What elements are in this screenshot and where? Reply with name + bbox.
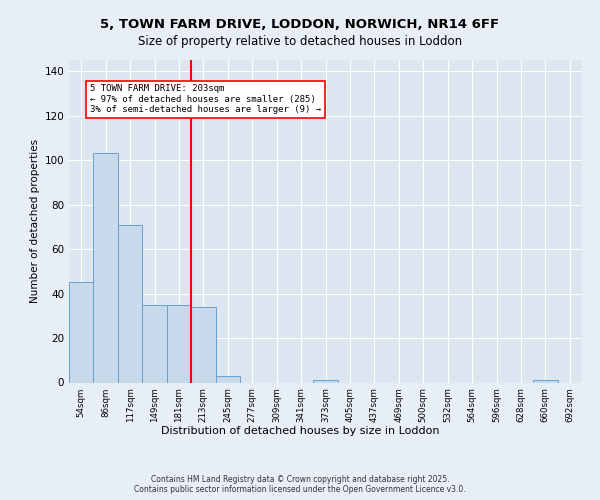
Y-axis label: Number of detached properties: Number of detached properties bbox=[30, 139, 40, 304]
Bar bbox=[118, 224, 142, 382]
Text: Distribution of detached houses by size in Loddon: Distribution of detached houses by size … bbox=[161, 426, 439, 436]
Text: Contains HM Land Registry data © Crown copyright and database right 2025.
Contai: Contains HM Land Registry data © Crown c… bbox=[134, 474, 466, 494]
Text: 5 TOWN FARM DRIVE: 203sqm
← 97% of detached houses are smaller (285)
3% of semi-: 5 TOWN FARM DRIVE: 203sqm ← 97% of detac… bbox=[90, 84, 321, 114]
Bar bbox=[313, 380, 338, 382]
Bar bbox=[191, 307, 215, 382]
Bar bbox=[94, 154, 118, 382]
Bar bbox=[533, 380, 557, 382]
Bar bbox=[142, 304, 167, 382]
Bar bbox=[215, 376, 240, 382]
Text: 5, TOWN FARM DRIVE, LODDON, NORWICH, NR14 6FF: 5, TOWN FARM DRIVE, LODDON, NORWICH, NR1… bbox=[100, 18, 500, 30]
Bar bbox=[167, 304, 191, 382]
Bar bbox=[69, 282, 94, 382]
Text: Size of property relative to detached houses in Loddon: Size of property relative to detached ho… bbox=[138, 35, 462, 48]
